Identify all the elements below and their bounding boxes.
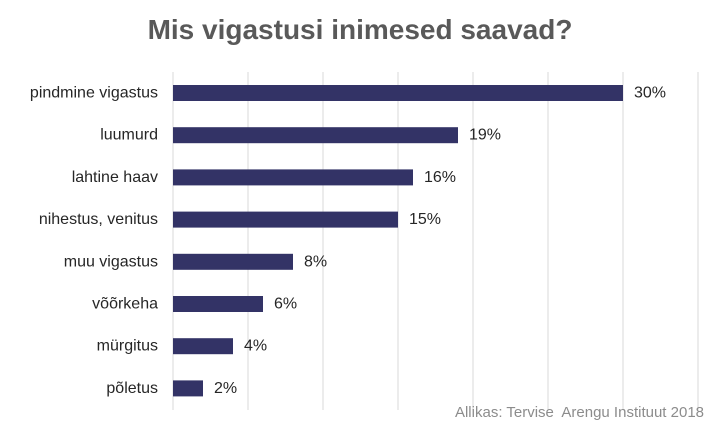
bar-7 [173,380,203,397]
category-label-6: mürgitus [97,338,158,355]
category-label-5: võõrkeha [92,296,158,313]
source-note: Allikas: Tervise Arengu Instituut 2018 [454,404,704,421]
value-label-5: 6% [274,296,297,313]
bar-3 [173,211,398,228]
chart-title: Mis vigastusi inimesed saavad? [147,14,573,45]
category-label-0: pindmine vigastus [30,85,158,102]
category-label-3: nihestus, venitus [39,211,158,228]
value-label-1: 19% [469,127,501,144]
category-label-1: luumurd [100,127,158,144]
bar-5 [173,296,263,312]
bar-0 [173,85,623,101]
gridlines [172,72,699,410]
category-labels: pindmine vigastus luumurd lahtine haav nihe… [30,85,158,397]
category-label-2: lahtine haav [72,169,158,186]
bar-6 [173,338,233,355]
bar-1 [173,127,458,144]
bar-4 [173,253,293,270]
bars [173,85,623,397]
category-label-7: põletus [106,380,158,397]
bar-2 [173,169,413,186]
value-label-7: 2% [214,380,237,397]
value-label-3: 15% [409,211,441,228]
value-label-6: 4% [244,338,267,355]
value-label-4: 8% [304,253,327,270]
category-label-4: muu vigastus [64,253,158,270]
value-label-2: 16% [424,169,456,186]
value-label-0: 30% [634,85,666,102]
value-labels: 30% 19% 16% 15% 8% 6% 4% 2% [214,85,666,397]
